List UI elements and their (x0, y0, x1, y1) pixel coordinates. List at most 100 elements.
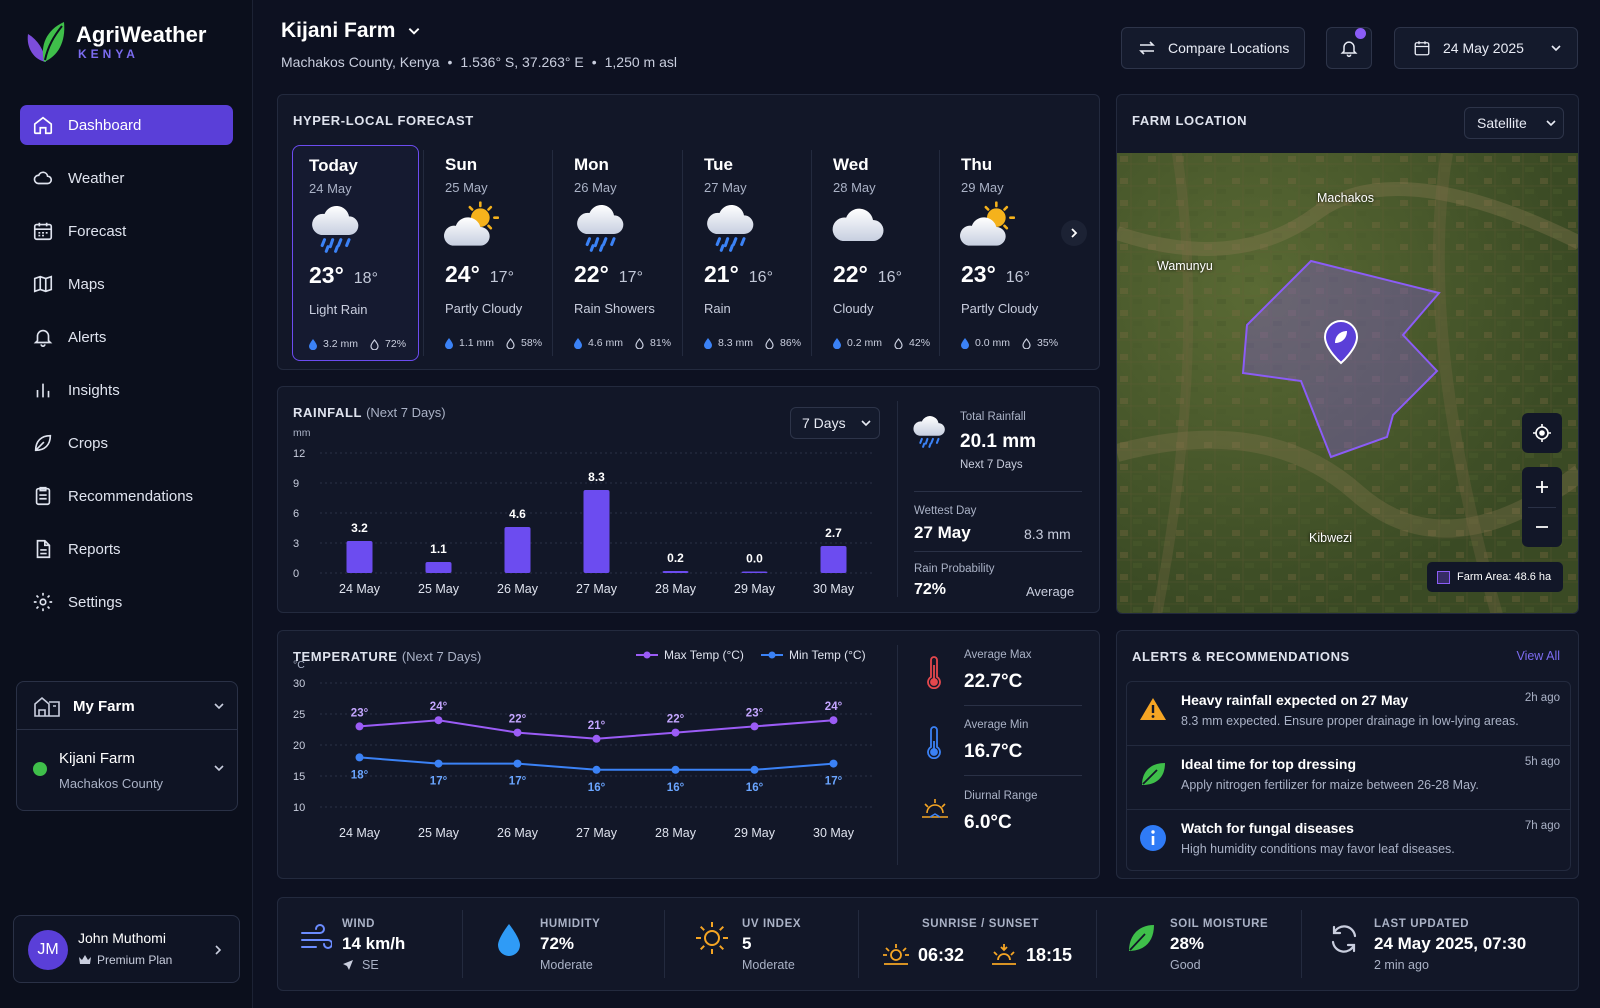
nav-label: Insights (68, 381, 120, 399)
nav-item-forecast[interactable]: Forecast (20, 211, 233, 251)
sunrise-icon (922, 799, 948, 818)
series-point[interactable] (592, 734, 601, 743)
swap-arrows-icon (1139, 41, 1155, 55)
day-min-temp: 18° (353, 270, 378, 287)
nav-item-alerts[interactable]: Alerts (20, 317, 233, 357)
view-all-link[interactable]: View All (1516, 649, 1560, 663)
map-title: FARM LOCATION (1132, 113, 1248, 128)
brand-logo[interactable]: AgriWeather KENYA (24, 20, 206, 64)
x-tick-label: 27 May (576, 826, 618, 840)
humidity-icon (765, 337, 774, 349)
day-condition: Partly Cloudy (445, 301, 523, 316)
rain-bar[interactable] (820, 546, 847, 573)
date-picker[interactable]: 24 May 2025 (1394, 27, 1578, 69)
series-point[interactable] (434, 759, 443, 768)
day-date: 26 May (574, 180, 617, 195)
rain-bar[interactable] (741, 571, 768, 574)
alert-time: 5h ago (1524, 756, 1560, 768)
series-point[interactable] (829, 716, 838, 725)
forecast-day-card[interactable]: Thu 29 May 23° 16° Partly Cloudy 0.0 mm 35% (945, 145, 1067, 361)
nav-item-settings[interactable]: Settings (20, 582, 233, 622)
nav-item-recommendations[interactable]: Recommendations (20, 476, 233, 516)
rain-bar[interactable] (583, 490, 610, 573)
uv-value: 5 (742, 934, 752, 953)
forecast-day-card[interactable]: Today 24 May 23° 18° Light Rain 3.2 mm 72% (292, 145, 419, 361)
brand-name: AgriWeather (76, 22, 207, 47)
alert-item[interactable]: Watch for fungal diseases High humidity … (1127, 816, 1570, 874)
alert-item[interactable]: Ideal time for top dressing Apply nitrog… (1127, 752, 1570, 810)
zoom-out-icon[interactable] (1534, 519, 1550, 535)
leaf-icon (34, 434, 52, 452)
alert-title: Ideal time for top dressing (1181, 756, 1357, 772)
farm-title-dropdown[interactable]: Kijani Farm (281, 19, 421, 43)
map-layer-select[interactable]: Satellite (1464, 107, 1564, 139)
forecast-day-card[interactable]: Tue 27 May 21° 16° Rain 8.3 mm 86% (688, 145, 810, 361)
total-rainfall-value: 20.1 mm (960, 431, 1037, 452)
rain-bar[interactable] (504, 527, 531, 573)
wind-direction: SE (342, 958, 442, 972)
my-farm-header[interactable]: My Farm (17, 682, 237, 730)
user-name: John Muthomi (78, 930, 166, 946)
thermometer-hot-icon (927, 656, 941, 689)
rain-bar[interactable] (346, 541, 373, 573)
page-title: Kijani Farm (281, 19, 396, 42)
notifications-button[interactable] (1326, 27, 1372, 69)
satellite-map[interactable] (1117, 153, 1579, 614)
forecast-next-button[interactable] (1061, 220, 1087, 246)
series-point[interactable] (513, 759, 522, 768)
day-stats: 1.1 mm 58% (445, 337, 542, 349)
forecast-day-card[interactable]: Sun 25 May 24° 17° Partly Cloudy 1.1 mm 58% (429, 145, 551, 361)
rain-probability-sub: Average (1026, 584, 1075, 599)
nav-label: Recommendations (68, 487, 194, 505)
nav-item-crops[interactable]: Crops (20, 423, 233, 463)
clipboard-icon (35, 486, 51, 506)
water-drop-icon (498, 924, 520, 956)
series-point[interactable] (355, 722, 364, 731)
series-point[interactable] (671, 728, 680, 737)
forecast-day-card[interactable]: Mon 26 May 22° 17° Rain Showers 4.6 mm 81% (558, 145, 680, 361)
point-value-label: 23° (351, 707, 369, 719)
nav-item-weather[interactable]: Weather (20, 158, 233, 198)
farm-pin-icon[interactable] (1323, 319, 1359, 365)
series-point[interactable] (750, 765, 759, 774)
forecast-day-card[interactable]: Wed 28 May 22° 16° Cloudy 0.2 mm 42% (817, 145, 939, 361)
day-condition: Rain Showers (574, 301, 655, 316)
zoom-in-icon[interactable] (1534, 479, 1550, 495)
wettest-day-value: 27 May (914, 523, 971, 542)
x-tick-label: 28 May (655, 582, 697, 596)
divider (1528, 507, 1556, 508)
last-updated-stat: LAST UPDATED 24 May 2025, 07:30 2 min ag… (1328, 898, 1568, 988)
nav-item-reports[interactable]: Reports (20, 529, 233, 569)
user-profile-card[interactable]: JM John Muthomi Premium Plan (13, 915, 240, 983)
locate-button[interactable] (1522, 413, 1562, 453)
series-point[interactable] (434, 716, 443, 725)
range-select[interactable]: 7 Days (790, 407, 880, 439)
rain-bar[interactable] (425, 562, 452, 573)
rain-bar[interactable] (662, 571, 689, 573)
rainfall-bar-chart: mm 0 3 6 9 12 3.2 24 May 1.1 25 May 4.6 26 May 8.3 27… (293, 427, 873, 596)
leaf-icon (1129, 925, 1154, 951)
nav-item-insights[interactable]: Insights (20, 370, 233, 410)
farm-location-panel: FARM LOCATION Satellite Machakos Wamunyu… (1116, 94, 1579, 614)
nav-item-maps[interactable]: Maps (20, 264, 233, 304)
series-point[interactable] (671, 765, 680, 774)
day-rain: 0.2 mm (847, 337, 883, 349)
refresh-icon[interactable] (1328, 924, 1360, 954)
map-place-wamunyu: Wamunyu (1157, 259, 1213, 273)
compare-locations-button[interactable]: Compare Locations (1121, 27, 1305, 69)
avatar: JM (28, 930, 68, 970)
rainfall-title: RAINFALL (Next 7 Days) (293, 405, 446, 420)
series-point[interactable] (829, 759, 838, 768)
day-condition: Rain (704, 301, 731, 316)
series-point[interactable] (513, 728, 522, 737)
chevron-down-icon[interactable] (213, 762, 225, 774)
nav-label: Weather (68, 169, 125, 187)
series-point[interactable] (355, 753, 364, 762)
series-point[interactable] (592, 765, 601, 774)
farm-selector[interactable]: Kijani Farm Machakos County (17, 730, 237, 810)
series-point[interactable] (750, 722, 759, 731)
chevron-down-icon[interactable] (213, 700, 225, 712)
alert-item[interactable]: Heavy rainfall expected on 27 May 8.3 mm… (1127, 688, 1570, 746)
nav-item-dashboard[interactable]: Dashboard (20, 105, 233, 145)
alert-title: Watch for fungal diseases (1181, 820, 1354, 836)
